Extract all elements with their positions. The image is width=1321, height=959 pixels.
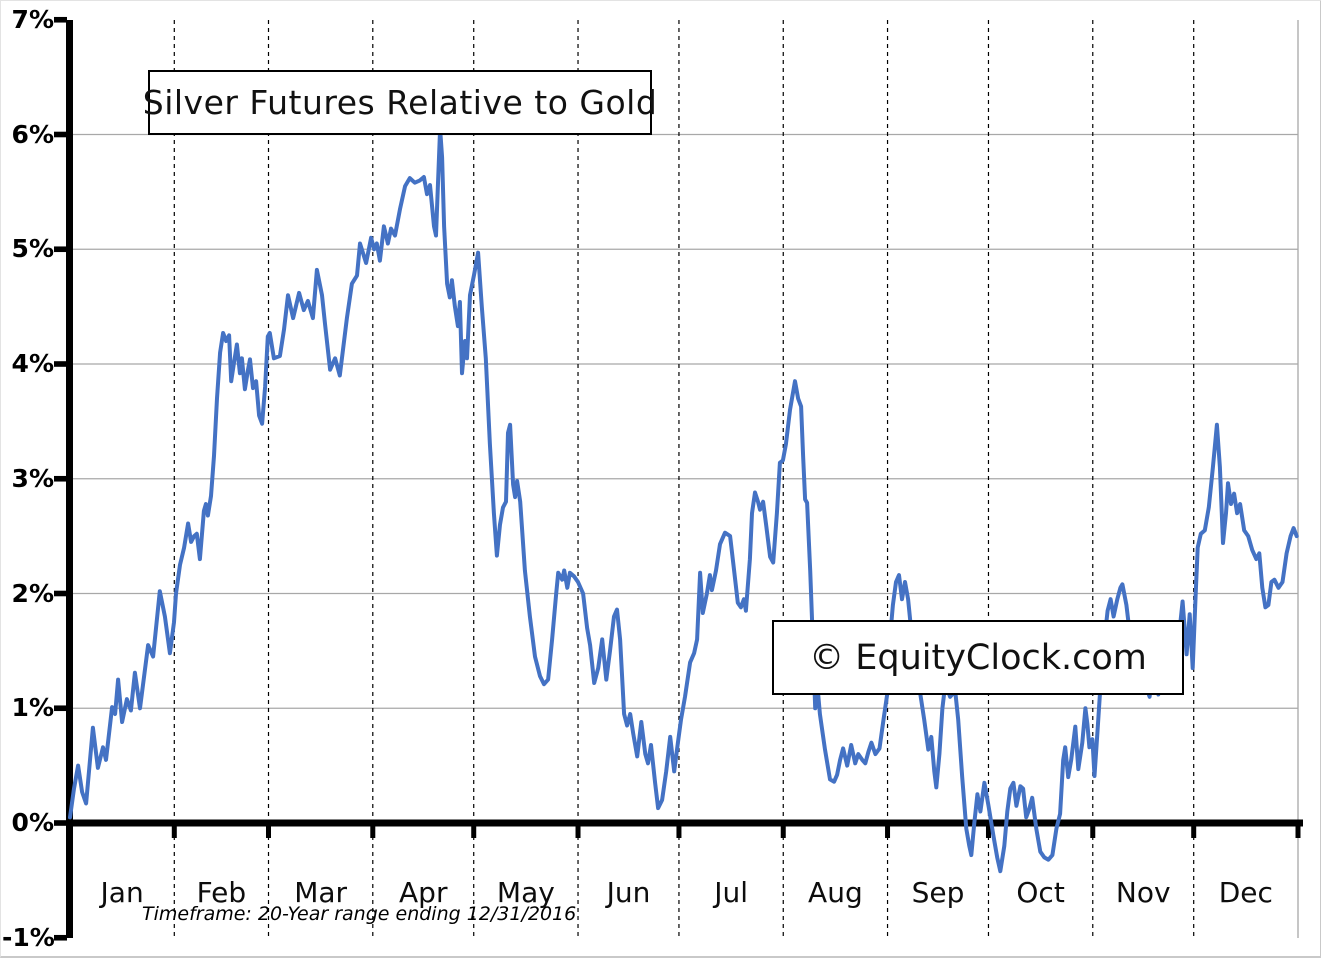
timeframe-footnote: Timeframe: 20-Year range ending 12/31/20… [142, 903, 577, 925]
x-axis-label-mar: Mar [294, 876, 348, 909]
y-axis-label: 5% [11, 234, 54, 264]
y-axis-label: 3% [11, 463, 54, 493]
y-axis-label: 6% [11, 119, 54, 149]
x-axis-label-jul: Jul [714, 876, 748, 909]
chart-title-box: Silver Futures Relative to Gold [143, 70, 657, 135]
y-axis-label: 2% [11, 578, 54, 608]
y-axis-label: 0% [11, 808, 54, 837]
y-axis-label: 7% [11, 4, 54, 34]
y-axis-label: 4% [11, 349, 54, 378]
x-axis-label-dec: Dec [1218, 876, 1273, 909]
x-axis-label-feb: Feb [196, 876, 247, 909]
x-axis-label-nov: Nov [1115, 876, 1171, 909]
watermark-text: © EquityClock.com [809, 637, 1147, 678]
x-axis-label-sep: Sep [911, 876, 965, 909]
chart-title: Silver Futures Relative to Gold [142, 83, 658, 122]
y-axis-label: -1% [2, 922, 55, 952]
x-axis-label-jan: Jan [100, 876, 144, 909]
axes [54, 16, 1303, 941]
gridlines [73, 20, 1299, 938]
x-axis-label-may: May [496, 876, 555, 909]
y-axis-label: 1% [11, 693, 54, 723]
x-axis-label-jun: Jun [606, 876, 651, 909]
x-axis-label-oct: Oct [1016, 876, 1065, 909]
series-line [68, 126, 1299, 874]
x-axis-label-apr: Apr [399, 876, 448, 909]
x-axis-label-aug: Aug [808, 876, 863, 909]
watermark-box: © EquityClock.com [772, 620, 1184, 695]
